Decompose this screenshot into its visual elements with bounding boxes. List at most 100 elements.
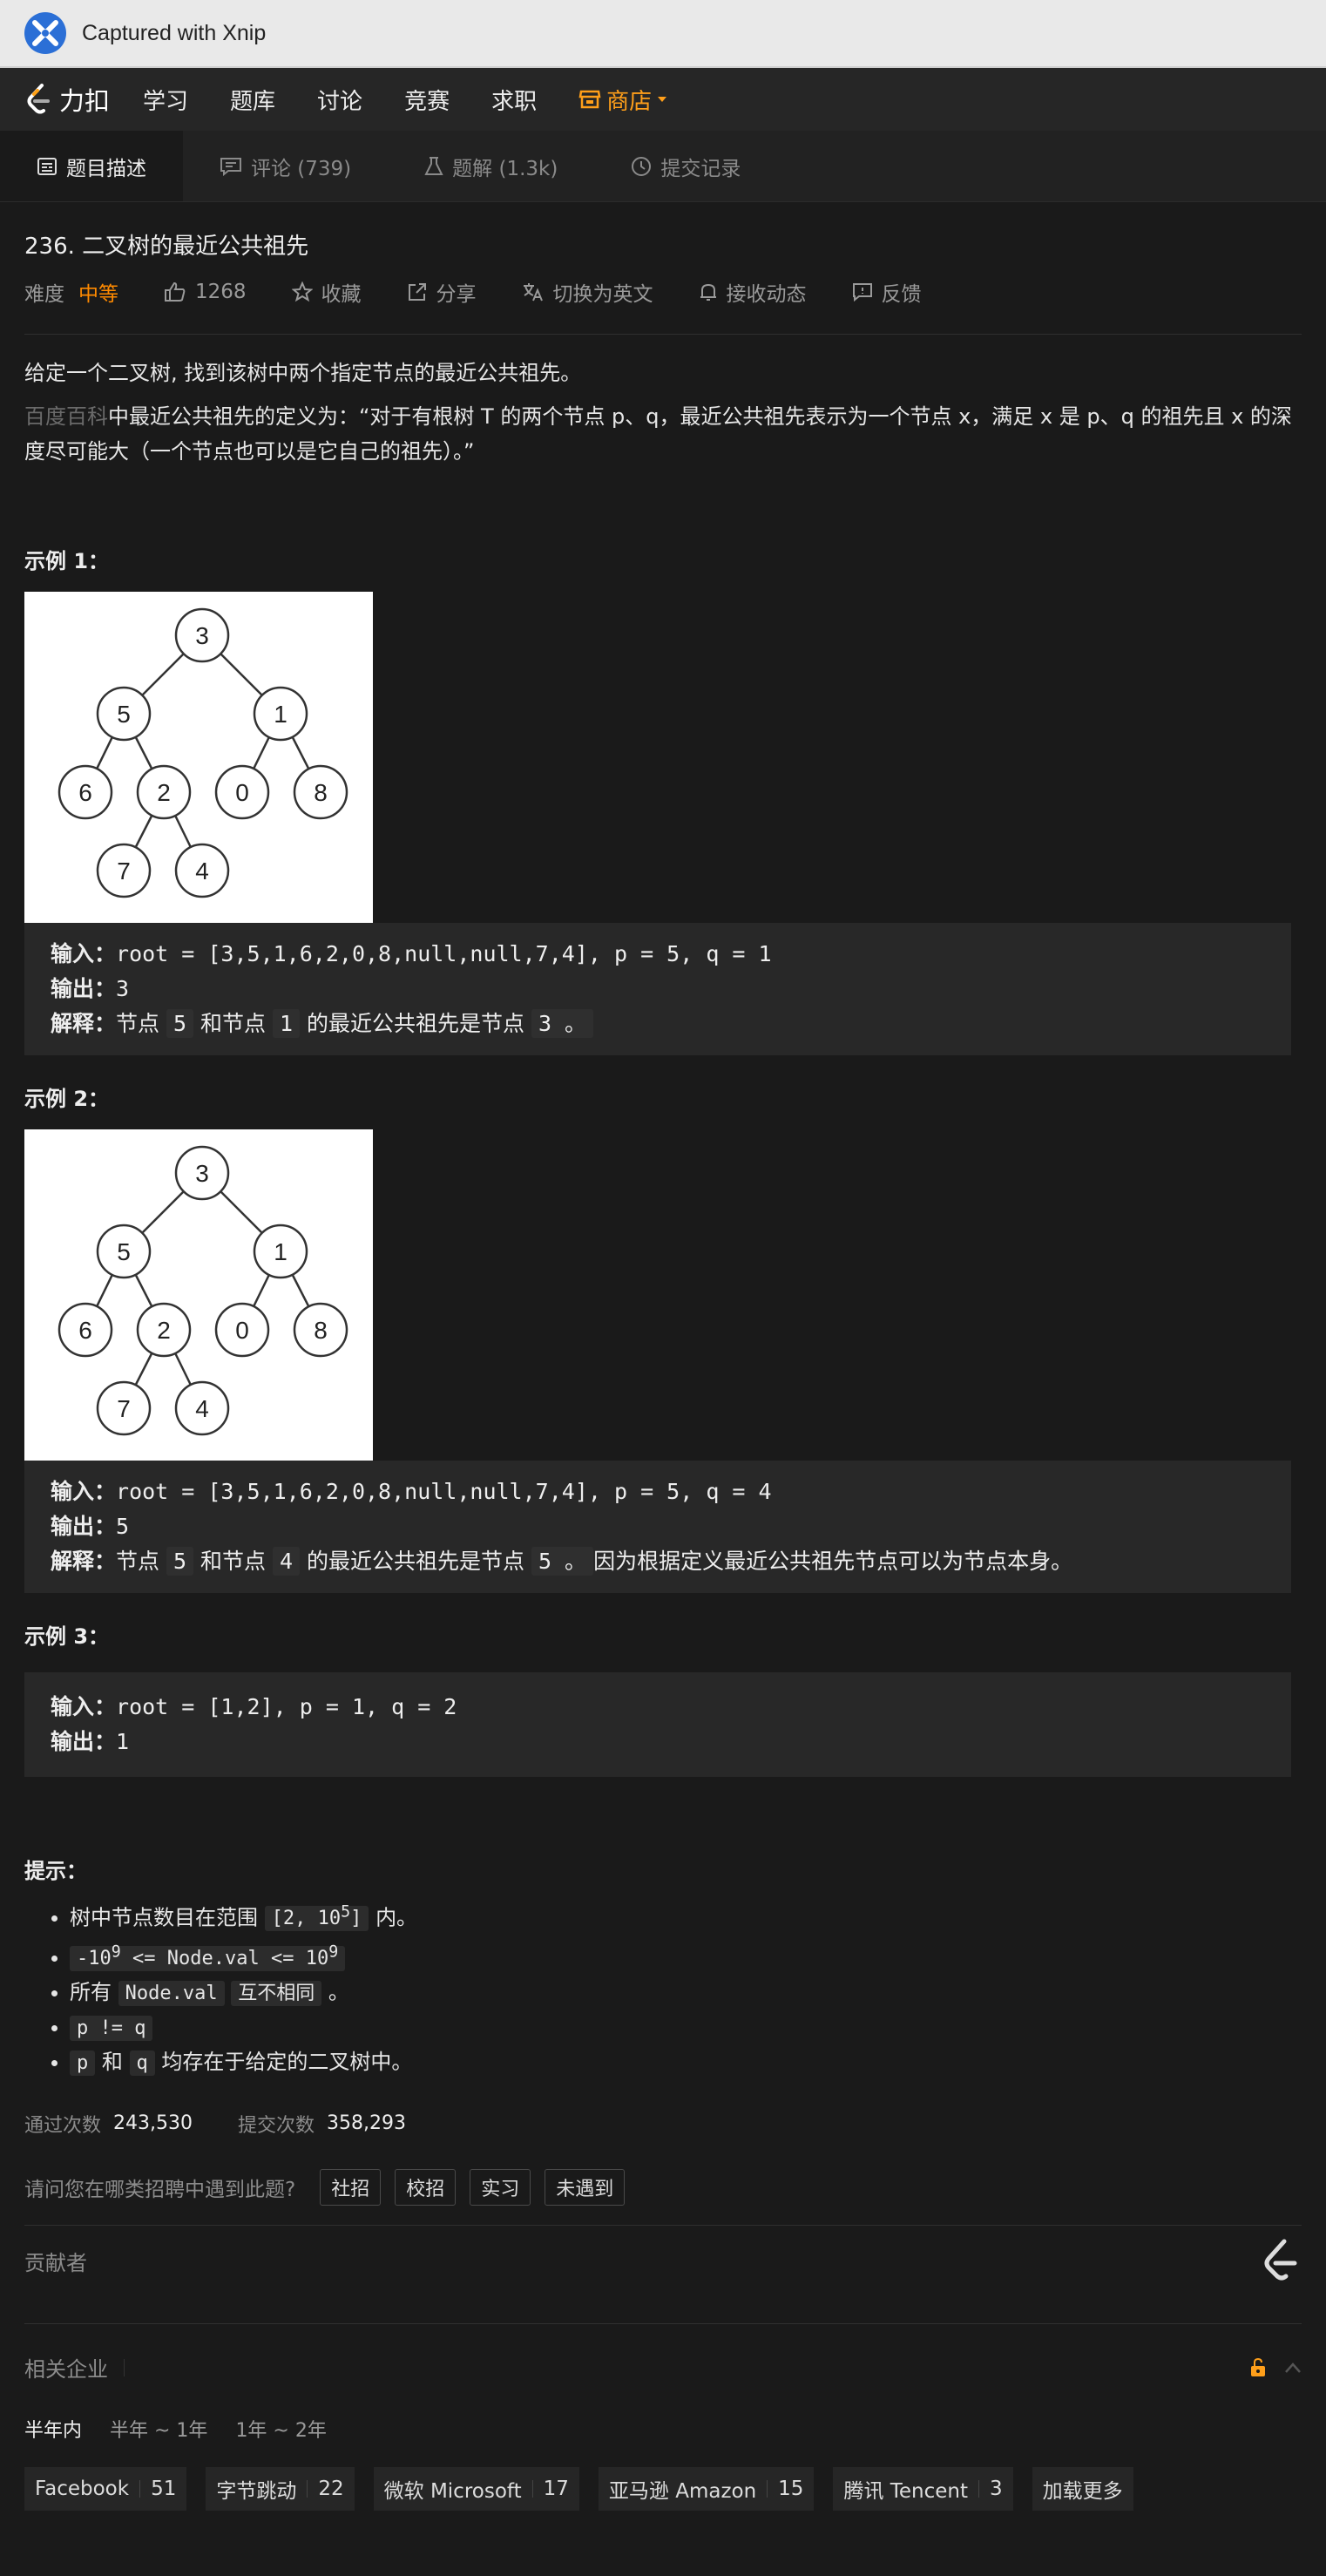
example-3-code: 输入：root = [1,2], p = 1, q = 2 输出：1 — [24, 1672, 1291, 1777]
company-tag[interactable]: 腾讯 Tencent 3 — [833, 2466, 1013, 2511]
tab-solutions[interactable]: 题解 (1.3k) — [388, 131, 594, 201]
chevron-up-icon[interactable] — [1284, 2362, 1302, 2374]
submission-stats: 通过次数 243,530 提交次数 358,293 — [24, 2110, 1302, 2138]
nav-jobs[interactable]: 求职 — [491, 88, 538, 115]
explanation-text: 节点 — [116, 1011, 160, 1036]
explanation-text: 的最近公共祖先是节点 — [306, 1549, 524, 1574]
range-one-to-two-years[interactable]: 1年 ~ 2年 — [235, 2419, 327, 2442]
leetcode-logo-icon — [27, 84, 50, 114]
feedback-label: 反馈 — [881, 283, 922, 306]
tree-node-label: 0 — [235, 1317, 249, 1344]
companies-label: 相关企业 — [24, 2357, 108, 2383]
example-2-label: 示例 2： — [24, 1087, 110, 1111]
inline-code: -109 <= Node.val <= 109 — [70, 1942, 346, 1971]
tab-submissions-label: 提交记录 — [660, 157, 741, 180]
tree-node — [96, 1224, 152, 1279]
divider — [24, 2322, 1302, 2324]
favorite-button[interactable]: 收藏 — [291, 277, 362, 307]
survey-option-never[interactable]: 未遇到 — [545, 2168, 626, 2206]
company-tag[interactable]: Facebook 51 — [24, 2466, 187, 2511]
example-3-input: root = [1,2], p = 1, q = 2 — [116, 1694, 457, 1719]
switch-language-button[interactable]: 切换为英文 — [522, 277, 653, 307]
problem-title: 236. 二叉树的最近公共祖先 — [24, 234, 309, 260]
tree-node-label: 3 — [195, 622, 209, 649]
feedback-icon — [852, 283, 872, 302]
inline-code-text: -10 — [77, 1947, 112, 1969]
company-tag[interactable]: 字节跳动 22 — [206, 2466, 355, 2511]
separator — [978, 2479, 980, 2498]
input-label: 输入： — [51, 1694, 117, 1719]
hint-item: 树中节点数目在范围 [2, 105] 内。 — [70, 1896, 1302, 1935]
tree-node — [253, 686, 308, 742]
tree-node — [293, 764, 348, 820]
survey-option-intern[interactable]: 实习 — [470, 2168, 531, 2206]
time-range-tabs: 半年内 半年 ~ 1年 1年 ~ 2年 — [24, 2415, 1302, 2443]
xnip-logo-icon — [24, 12, 66, 54]
nav-discuss[interactable]: 讨论 — [317, 88, 363, 115]
example-2-output: 5 — [116, 1514, 130, 1539]
accepted-label: 通过次数 — [24, 2114, 102, 2137]
feedback-button[interactable]: 反馈 — [852, 277, 922, 307]
contributor-avatar-icon[interactable] — [1258, 2238, 1302, 2285]
hint-text: 所有 — [70, 1979, 112, 2004]
translate-icon — [523, 283, 543, 302]
output-label: 输出： — [51, 1514, 117, 1539]
example-2-output-line: 输出：5 — [51, 1509, 1265, 1544]
like-button[interactable]: 1268 — [164, 281, 247, 303]
inline-code: [2, 105] — [264, 1903, 369, 1932]
example-1-explanation-line: 解释：节点 5 和节点 1 的最近公共祖先是节点 3 。 — [51, 1007, 1265, 1041]
company-name: 腾讯 Tencent — [843, 2479, 969, 2503]
nav-learn[interactable]: 学习 — [143, 88, 189, 115]
range-half-to-one-year[interactable]: 半年 ~ 1年 — [110, 2419, 208, 2442]
unlock-icon[interactable] — [1249, 2357, 1268, 2377]
tree-node-label: 0 — [235, 779, 249, 806]
brand-logo[interactable]: 力扣 — [24, 81, 110, 118]
tree-node — [96, 686, 152, 742]
hint-item: -109 <= Node.val <= 109 — [70, 1935, 1302, 1975]
inline-code: p != q — [70, 2015, 153, 2041]
tree-node-label: 2 — [157, 1317, 171, 1344]
company-tag[interactable]: 亚马逊 Amazon 15 — [598, 2466, 815, 2511]
baidu-baike-link[interactable]: 百度百科 — [24, 404, 108, 429]
example-1-input: root = [3,5,1,6,2,0,8,null,null,7,4], p … — [116, 941, 772, 966]
tree-node-label: 4 — [195, 1395, 209, 1422]
description-para-1: 给定一个二叉树, 找到该树中两个指定节点的最近公共祖先。 — [24, 361, 582, 385]
tree-node-label: 4 — [195, 858, 209, 885]
description-para-2-text: 中最近公共祖先的定义为：“对于有根树 T 的两个节点 p、q，最近公共祖先表示为… — [24, 404, 1292, 464]
tab-submissions[interactable]: 提交记录 — [594, 131, 777, 201]
survey-option-social[interactable]: 社招 — [320, 2168, 382, 2206]
share-button[interactable]: 分享 — [407, 277, 477, 307]
company-tag[interactable]: 微软 Microsoft 17 — [373, 2466, 579, 2511]
companies-controls — [1249, 2357, 1302, 2377]
nav-problemset[interactable]: 题库 — [230, 88, 276, 115]
nav-shop-label: 商店 — [606, 88, 653, 115]
tree-node — [174, 607, 230, 663]
explanation-text: 和节点 — [200, 1011, 267, 1036]
tree-node-label: 5 — [117, 701, 131, 728]
share-icon — [408, 283, 426, 301]
tree-node — [96, 843, 152, 898]
tab-description[interactable]: 题目描述 — [0, 131, 183, 201]
separator — [139, 2479, 141, 2498]
tree-node-label: 6 — [78, 779, 92, 806]
hint-text: 和 — [101, 2049, 123, 2074]
survey-option-campus[interactable]: 校招 — [395, 2168, 457, 2206]
inline-code: 4 — [272, 1547, 301, 1576]
hint-text: 树中节点数目在范围 — [70, 1905, 258, 1930]
companies-title: 相关企业 — [24, 2352, 125, 2383]
inline-code: 5 。 — [531, 1547, 594, 1576]
explanation-text: 因为根据定义最近公共祖先节点可以为节点本身。 — [593, 1549, 1073, 1574]
nav-shop[interactable]: 商店 — [578, 84, 667, 116]
example-1-code: 输入：root = [3,5,1,6,2,0,8,null,null,7,4],… — [24, 923, 1291, 1055]
superscript: 9 — [328, 1942, 339, 1962]
range-half-year[interactable]: 半年内 — [24, 2419, 83, 2442]
example-1-output-line: 输出：3 — [51, 972, 1265, 1007]
contributors-row: 贡献者 — [24, 2226, 1302, 2297]
like-count: 1268 — [195, 281, 247, 303]
flask-icon — [424, 156, 443, 175]
tab-comments[interactable]: 评论 (739) — [183, 131, 388, 201]
nav-contest[interactable]: 竞赛 — [404, 88, 450, 115]
bell-icon — [700, 283, 716, 301]
subscribe-button[interactable]: 接收动态 — [699, 277, 807, 307]
load-more-button[interactable]: 加载更多 — [1032, 2466, 1133, 2511]
